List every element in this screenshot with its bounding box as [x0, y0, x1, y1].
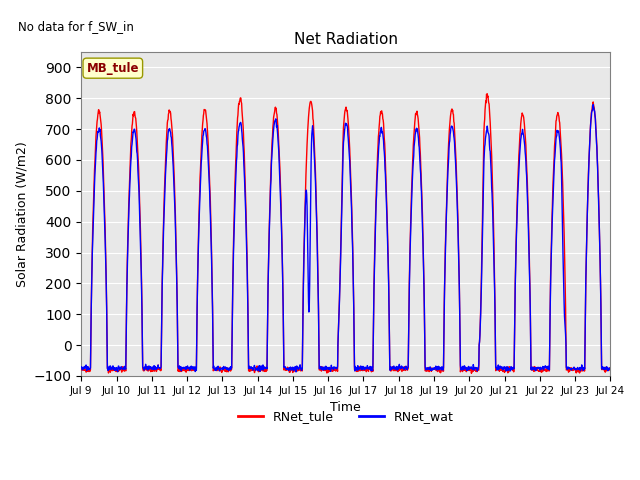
Text: No data for f_SW_in: No data for f_SW_in	[18, 20, 134, 33]
Y-axis label: Solar Radiation (W/m2): Solar Radiation (W/m2)	[15, 141, 28, 287]
X-axis label: Time: Time	[330, 401, 361, 414]
Legend: RNet_tule, RNet_wat: RNet_tule, RNet_wat	[233, 405, 459, 428]
Title: Net Radiation: Net Radiation	[294, 32, 398, 47]
Text: MB_tule: MB_tule	[86, 61, 139, 75]
